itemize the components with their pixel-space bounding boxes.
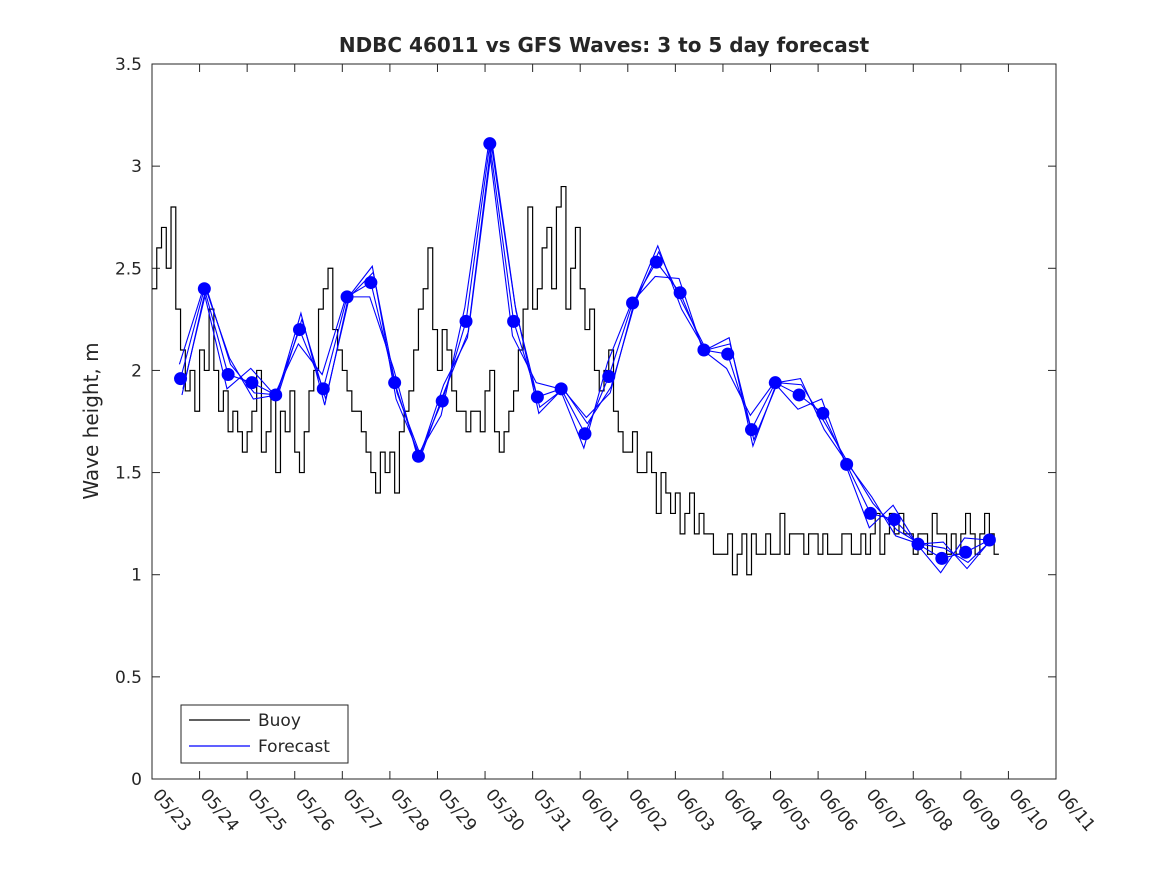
- forecast-point: [768, 376, 782, 390]
- series-buoy: [152, 185, 999, 576]
- forecast-point: [982, 533, 996, 547]
- y-tick-label: 0.5: [115, 668, 142, 688]
- forecast-point: [388, 376, 402, 390]
- x-tick-label: 06/10: [1005, 785, 1052, 835]
- buoy-line: [152, 185, 999, 576]
- x-tick-label: 05/24: [196, 785, 243, 835]
- forecast-point: [792, 388, 806, 402]
- y-tick-label: 1.5: [115, 464, 142, 484]
- forecast-point: [935, 551, 949, 565]
- x-tick-label: 05/25: [243, 785, 290, 835]
- forecast-point: [721, 347, 735, 361]
- forecast-point: [887, 513, 901, 527]
- x-tick-label: 05/23: [148, 785, 195, 835]
- forecast-line: [182, 143, 993, 564]
- forecast-point: [697, 343, 711, 357]
- forecast-point: [554, 382, 568, 396]
- y-axis-label: Wave height, m: [79, 342, 103, 499]
- forecast-point: [530, 390, 544, 404]
- forecast-point: [459, 314, 473, 328]
- forecast-point: [507, 314, 521, 328]
- x-tick-label: 06/03: [672, 785, 719, 835]
- forecast-point: [245, 376, 259, 390]
- x-tick-label: 06/04: [719, 785, 766, 835]
- x-tick-label: 05/26: [291, 785, 338, 835]
- y-tick-label: 2: [131, 361, 142, 381]
- forecast-point: [959, 545, 973, 559]
- legend-label-buoy: Buoy: [258, 711, 301, 731]
- forecast-point: [626, 296, 640, 310]
- forecast-point: [340, 290, 354, 304]
- forecast-point: [602, 370, 616, 384]
- forecast-point: [411, 449, 425, 463]
- forecast-point: [197, 282, 211, 296]
- legend-label-forecast: Forecast: [258, 737, 330, 757]
- forecast-point: [269, 388, 283, 402]
- forecast-point: [221, 368, 235, 382]
- chart-title: NDBC 46011 vs GFS Waves: 3 to 5 day fore…: [339, 33, 870, 57]
- forecast-point: [863, 506, 877, 520]
- forecast-point: [174, 372, 188, 386]
- y-axis: 0 0.5 1 1.5 2 2.5 3 3.5: [115, 55, 1056, 790]
- forecast-point: [673, 286, 687, 300]
- series-forecast-markers: [174, 137, 996, 565]
- forecast-point: [649, 255, 663, 269]
- forecast-point: [292, 323, 306, 337]
- x-tick-label: 05/31: [529, 785, 576, 835]
- forecast-line: [178, 143, 989, 574]
- x-tick-label: 06/07: [862, 785, 909, 835]
- x-tick-label: 05/29: [434, 785, 481, 835]
- x-tick-label: 06/05: [767, 785, 814, 835]
- legend: Buoy Forecast: [180, 704, 349, 764]
- plot-area: [151, 63, 1057, 780]
- y-tick-label: 0: [131, 770, 142, 790]
- forecast-point: [840, 457, 854, 471]
- forecast-point: [316, 382, 330, 396]
- x-tick-label: 06/08: [909, 785, 956, 835]
- forecast-point: [578, 427, 592, 441]
- forecast-point: [744, 423, 758, 437]
- x-tick-label: 06/06: [814, 785, 861, 835]
- legend-box: [180, 704, 349, 764]
- y-tick-label: 1: [131, 566, 142, 586]
- x-tick-label: 05/28: [386, 785, 433, 835]
- forecast-point: [483, 137, 497, 151]
- y-tick-label: 3: [131, 157, 142, 177]
- forecast-point: [435, 394, 449, 408]
- x-tick-label: 06/11: [1052, 785, 1099, 835]
- x-tick-label: 05/27: [338, 785, 385, 835]
- forecast-point: [816, 406, 830, 420]
- y-tick-label: 3.5: [115, 55, 142, 75]
- x-tick-label: 06/01: [576, 785, 623, 835]
- x-tick-label: 06/09: [957, 785, 1004, 835]
- forecast-point: [911, 537, 925, 551]
- y-tick-label: 2.5: [115, 259, 142, 279]
- x-tick-label: 06/02: [624, 785, 671, 835]
- forecast-point: [364, 276, 378, 290]
- x-tick-label: 05/30: [481, 785, 528, 835]
